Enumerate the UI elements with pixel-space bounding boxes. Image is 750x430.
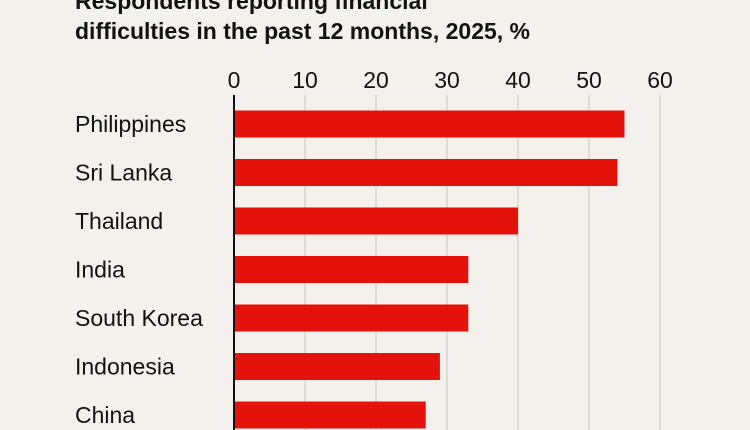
bar-philippines — [234, 110, 625, 138]
category-label: Sri Lanka — [75, 160, 172, 186]
chart-subtitle: Respondents reporting financial difficul… — [75, 0, 530, 46]
x-tick-label: 0 — [228, 67, 241, 93]
bar-indonesia — [234, 353, 440, 380]
bar-sri-lanka — [234, 159, 618, 186]
chart-subtitle-line1: Respondents reporting financial — [75, 0, 428, 14]
category-label: Philippines — [75, 111, 186, 137]
category-label: India — [75, 257, 125, 283]
bar-south-korea — [234, 304, 469, 332]
category-label: Indonesia — [75, 354, 175, 380]
bar-india — [234, 256, 469, 283]
category-label: South Korea — [75, 305, 203, 331]
x-axis-ticks: 0 10 20 30 40 50 60 — [228, 67, 673, 93]
x-tick-label: 20 — [363, 67, 389, 93]
chart-subtitle-line2: difficulties in the past 12 months, 2025… — [75, 18, 531, 44]
category-labels: Philippines Sri Lanka Thailand India South K… — [75, 111, 203, 428]
x-tick-label: 50 — [576, 67, 602, 93]
category-label: China — [75, 402, 135, 428]
category-label: Thailand — [75, 208, 163, 234]
x-tick-label: 30 — [434, 67, 460, 93]
bars — [234, 110, 625, 429]
bar-china — [234, 401, 426, 429]
x-tick-label: 10 — [292, 67, 318, 93]
x-tick-label: 40 — [505, 67, 531, 93]
x-tick-label: 60 — [647, 67, 673, 93]
bar-thailand — [234, 207, 518, 235]
